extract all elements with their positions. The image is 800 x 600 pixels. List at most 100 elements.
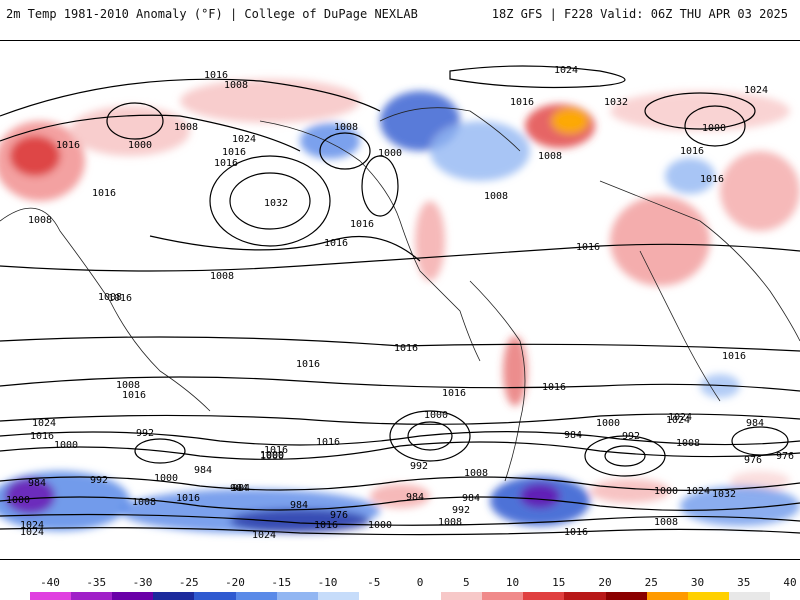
isobar-label: 1032 <box>264 198 288 209</box>
isobar-label: 1016 <box>56 140 80 151</box>
colorbar-segment <box>564 592 607 600</box>
isobar-label: 1016 <box>122 390 146 401</box>
isobar-label: 1016 <box>680 146 704 157</box>
colorbar-tick-label: 15 <box>552 576 566 589</box>
colorbar-tick-label: 25 <box>644 576 658 589</box>
isobar-label: 1016 <box>214 158 238 169</box>
isobar-label: 1008 <box>98 292 122 303</box>
isobar-label: 1000 <box>6 495 30 506</box>
isobar-label: 1024 <box>32 418 56 429</box>
isobar-label: 1016 <box>700 174 724 185</box>
isobar-label: 1016 <box>30 431 54 442</box>
isobar-label: 1000 <box>154 473 178 484</box>
isobar-label: 1008 <box>438 517 462 528</box>
isobar-label: 1000 <box>654 486 678 497</box>
isobar-label: 1016 <box>722 351 746 362</box>
colorbar-segment <box>441 592 483 600</box>
isobar-label: 984 <box>28 478 46 489</box>
isobar-label: 992 <box>622 431 640 442</box>
colorbar-tick-label: -30 <box>132 576 153 589</box>
isobar-label: 984 <box>290 500 308 511</box>
isobar-label: 1008 <box>538 151 562 162</box>
colorbar-tick-label: -5 <box>367 576 381 589</box>
isobar-label: 1024 <box>20 520 44 531</box>
isobar-label: 1024 <box>668 412 692 423</box>
isobar-label: 992 <box>410 461 428 472</box>
isobar-label: 1008 <box>224 80 248 91</box>
isobar-label: 1016 <box>264 445 288 456</box>
isobar-labels: 1016 1008 1008 1016 1000 1024 1016 1016 … <box>6 65 794 541</box>
colorbar-tick-label: 0 <box>416 576 424 589</box>
isobar-label: 992 <box>452 505 470 516</box>
colorbar-tick-label: -10 <box>317 576 338 589</box>
colorbar-segment <box>112 592 154 600</box>
isobar-label: 1000 <box>378 148 402 159</box>
isobar-label: 1024 <box>686 486 710 497</box>
isobar-label: 1016 <box>564 527 588 538</box>
isobar-label: 976 <box>776 451 794 462</box>
colorbar-tick-label: -35 <box>86 576 107 589</box>
isobar-label: 1032 <box>712 489 736 500</box>
isobar-label: 992 <box>136 428 154 439</box>
isobar-label: 1008 <box>484 191 508 202</box>
colorbar-segment <box>400 592 442 600</box>
colorbar-tick-label: 30 <box>690 576 705 589</box>
isobar-label: 984 <box>406 492 424 503</box>
isobar-label: 1016 <box>394 343 418 354</box>
colorbar-segment <box>235 592 278 600</box>
isobar-label: 984 <box>746 418 764 429</box>
isobar-label: 1008 <box>654 517 678 528</box>
colorbar-segment <box>276 592 319 600</box>
isobar-label: 1008 <box>210 271 234 282</box>
isobar-label: 1024 <box>666 415 690 426</box>
colorbar: -40 -35 -30 -25 -20 -15 -10 -5 0 5 10 15 20 25 30 35 40 <box>0 570 800 600</box>
header: 2m Temp 1981-2010 Anomaly (°F) | College… <box>0 0 800 28</box>
isobars <box>0 65 800 536</box>
isobar-label: 1008 <box>174 122 198 133</box>
anomaly-map: 1016 1008 1008 1016 1000 1024 1016 1016 … <box>0 65 800 541</box>
isobar-label: 1024 <box>744 85 768 96</box>
isobar-label: 1016 <box>576 242 600 253</box>
colorbar-tick-label: 35 <box>737 576 751 589</box>
run-info: 18Z GFS | F228 Valid: 06Z THU APR 03 202… <box>491 7 788 21</box>
isobar-label: 1008 <box>28 215 52 226</box>
isobar-label: 984 <box>194 465 212 476</box>
colorbar-segment <box>30 592 72 600</box>
isobar-label: 1016 <box>204 70 228 81</box>
isobar-label: 992 <box>90 475 108 486</box>
isobar-label: 1008 <box>334 122 358 133</box>
isobar-label: 1008 <box>464 468 488 479</box>
colorbar-segment <box>194 592 237 600</box>
isobar-label: 1000 <box>54 440 78 451</box>
colorbar-tick-label: 40 <box>783 576 797 589</box>
isobar-label: 1016 <box>222 147 246 158</box>
colorbar-segment <box>358 592 401 600</box>
isobar-label: 1000 <box>424 410 448 421</box>
colorbar-segment <box>646 592 689 600</box>
map-title: 2m Temp 1981-2010 Anomaly (°F) | College… <box>6 7 418 21</box>
isobar-label: 976 <box>330 510 348 521</box>
isobar-label: 1016 <box>92 188 116 199</box>
colorbar-segment <box>71 592 113 600</box>
isobar-label: 1000 <box>260 450 284 461</box>
colorbar-segment <box>482 592 524 600</box>
isobar-label: 976 <box>744 455 762 466</box>
colorbar-segment <box>153 592 195 600</box>
isobar-label: 1000 <box>368 520 392 531</box>
coastlines <box>0 107 800 482</box>
isobar-label: 1000 <box>128 140 152 151</box>
colorbar-tick-label: 10 <box>505 576 520 589</box>
isobar-label: 1016 <box>314 520 338 531</box>
colorbar-segment <box>605 592 648 600</box>
isobar-label: 984 <box>564 430 582 441</box>
isobar-label: 1016 <box>316 437 340 448</box>
isobar-label: 1000 <box>260 451 284 462</box>
isobar-label: 1000 <box>596 418 620 429</box>
colorbar-segment <box>728 592 771 600</box>
isobar-label: 1024 <box>20 527 44 538</box>
isobar-label: 1024 <box>232 134 256 145</box>
isobar-label: 1016 <box>108 293 132 304</box>
isobar-label: 1024 <box>252 530 276 541</box>
isobar-label: 1032 <box>604 97 628 108</box>
isobar-label: 1000 <box>702 123 726 134</box>
